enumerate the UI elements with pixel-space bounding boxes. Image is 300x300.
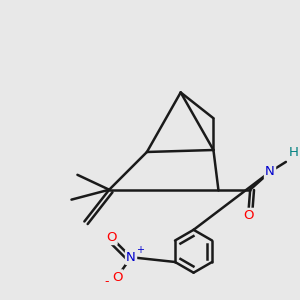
Text: O: O (243, 209, 254, 222)
Text: H: H (289, 146, 299, 159)
Text: +: + (136, 245, 144, 255)
Text: N: N (265, 165, 275, 178)
Text: O: O (112, 271, 122, 284)
Text: -: - (104, 275, 109, 288)
Text: O: O (106, 231, 116, 244)
Text: N: N (126, 251, 136, 264)
